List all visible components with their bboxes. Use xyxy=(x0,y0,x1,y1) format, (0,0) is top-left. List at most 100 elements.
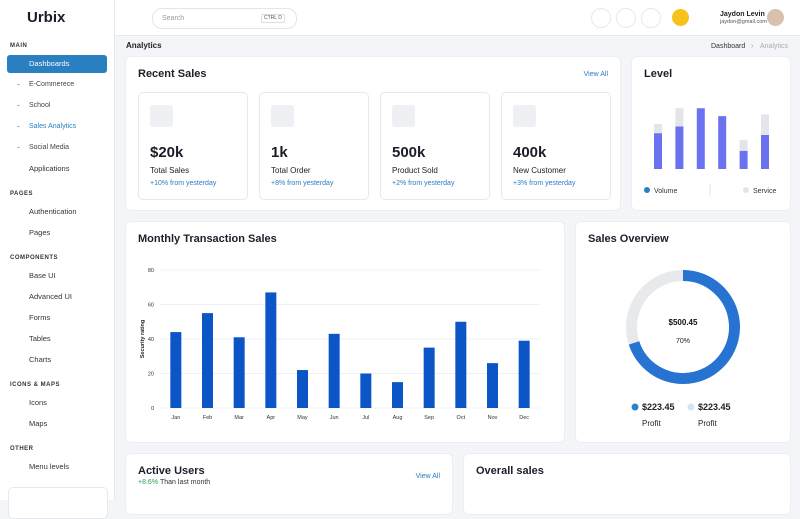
bar xyxy=(170,332,182,408)
legend-amount: $223.45 xyxy=(698,402,731,412)
active-users-card: Active Users +8.6% Than last month View … xyxy=(126,454,452,514)
icon-button[interactable] xyxy=(591,8,611,28)
card-title: Recent Sales xyxy=(138,68,207,80)
y-tick-label: 80 xyxy=(148,268,154,274)
legend-label[interactable]: Volume xyxy=(654,188,677,195)
y-axis-label: Security rating xyxy=(140,320,146,359)
stat-label: Total Sales xyxy=(150,166,190,175)
donut-total: $500.45 xyxy=(669,318,698,327)
bar-segment xyxy=(654,133,662,169)
nav-item[interactable]: Pages xyxy=(29,228,51,237)
overall-sales-card: Overall sales xyxy=(464,454,790,514)
x-tick-label: Jun xyxy=(330,415,339,421)
x-tick-label: Sep xyxy=(424,415,434,421)
change: +8.6% xyxy=(138,479,159,486)
bar xyxy=(265,292,277,408)
breadcrumb-separator: › xyxy=(751,43,754,50)
legend-label[interactable]: Service xyxy=(753,188,776,195)
nav-item[interactable]: Tables xyxy=(29,334,51,343)
stat-card: 1k Total Order +8% from yesterday xyxy=(259,92,369,200)
nav-item[interactable]: Dashboards xyxy=(29,59,70,68)
breadcrumb-item: Analytics xyxy=(760,43,789,50)
legend-label: Profit xyxy=(698,419,717,428)
y-tick-label: 20 xyxy=(148,372,154,378)
light-mode-button[interactable] xyxy=(672,9,689,26)
stat-label: New Customer xyxy=(513,166,566,175)
monthly-card: Monthly Transaction Sales 0 20 40 60 80 Secur… xyxy=(126,222,564,442)
nav-sub-item[interactable]: E-Commerece xyxy=(29,81,75,88)
breadcrumb-item[interactable]: Dashboard xyxy=(711,43,746,50)
sub-item-dot xyxy=(17,147,20,148)
bar-segment xyxy=(761,134,769,169)
avatar[interactable] xyxy=(767,9,784,26)
bar xyxy=(423,347,435,408)
monthly-chart: 0 20 40 60 80 Security rating Jan Feb Mar Apr May J… xyxy=(140,268,540,421)
top-bar: Search CTRL D Jaydon Levin jaydon@gmail.com xyxy=(115,0,800,36)
stat-change: +8% from yesterday xyxy=(271,180,334,187)
nav-item[interactable]: Icons xyxy=(29,398,47,407)
x-tick-label: May xyxy=(297,415,308,421)
nav-sub-item[interactable]: School xyxy=(29,102,51,109)
bar xyxy=(487,363,498,408)
nav-sub-item[interactable]: Sales Analytics xyxy=(29,123,77,130)
x-tick-label: Oct xyxy=(457,415,466,421)
stat-change: +3% from yesterday xyxy=(513,180,576,187)
bar xyxy=(392,382,403,408)
nav-item[interactable]: Applications xyxy=(29,164,70,173)
view-all-link[interactable]: View All xyxy=(583,71,608,78)
icon-button[interactable] xyxy=(641,8,661,28)
legend-label: Profit xyxy=(642,419,661,428)
legend-marker xyxy=(687,403,695,411)
stat-value: 1k xyxy=(271,144,288,161)
search-box[interactable]: Search CTRL D xyxy=(152,8,297,29)
donut-arc xyxy=(628,270,740,384)
x-tick-label: Aug xyxy=(393,415,403,421)
section-title: OTHER xyxy=(10,446,34,452)
search-placeholder: Search xyxy=(162,15,185,22)
user-name: Jaydon Levin xyxy=(720,11,765,18)
level-chart: Volume Service xyxy=(644,108,776,196)
card-title: Monthly Transaction Sales xyxy=(138,233,277,245)
y-tick-label: 40 xyxy=(148,337,154,343)
brand-name: Urbix xyxy=(27,9,66,26)
card-title: Sales Overview xyxy=(588,233,669,245)
sales-overview-card: Sales Overview $500.45 70% $223.45 Profit $2… xyxy=(576,222,790,442)
stat-card: 400k New Customer +3% from yesterday xyxy=(501,92,611,200)
nav-item[interactable]: Forms xyxy=(29,313,51,322)
bar-segment xyxy=(696,108,705,169)
x-tick-label: Jul xyxy=(362,415,369,421)
x-tick-label: Nov xyxy=(488,415,498,421)
nav-sub-item[interactable]: Social Media xyxy=(29,144,70,151)
stat-label: Total Order xyxy=(271,166,311,175)
stat-change: +2% from yesterday xyxy=(392,180,455,187)
bar-segment xyxy=(739,139,748,151)
stat-change: +10% from yesterday xyxy=(150,180,217,187)
legend-marker xyxy=(631,403,639,411)
x-tick-label: Mar xyxy=(234,415,244,421)
bar xyxy=(297,370,308,408)
sub-item-dot xyxy=(17,126,20,127)
legend-marker xyxy=(743,187,749,193)
bar xyxy=(518,340,530,408)
bar xyxy=(328,333,340,408)
user-email: jaydon@gmail.com xyxy=(720,19,767,25)
nav-item[interactable]: Charts xyxy=(29,355,52,364)
stat-value: $20k xyxy=(150,144,184,161)
stat-value: 400k xyxy=(513,144,547,161)
recent-sales-card: Recent Sales View All $20k Total Sales +10… xyxy=(126,57,620,210)
view-all-link[interactable]: View All xyxy=(415,473,440,480)
bar-segment xyxy=(675,108,684,127)
nav-item[interactable]: Authentication xyxy=(29,207,77,216)
stat-label: Product Sold xyxy=(392,166,438,175)
x-tick-label: Apr xyxy=(267,415,276,421)
section-title: ICONS & MAPS xyxy=(10,382,61,388)
nav-item[interactable]: Maps xyxy=(29,419,48,428)
nav-item[interactable]: Advanced UI xyxy=(29,292,72,301)
stat-card: 500k Product Sold +2% from yesterday xyxy=(380,92,490,200)
bar-segment xyxy=(675,126,684,169)
nav-item[interactable]: Base UI xyxy=(29,271,56,280)
icon-button[interactable] xyxy=(616,8,636,28)
y-tick-label: 60 xyxy=(148,303,154,309)
nav-item[interactable]: Menu levels xyxy=(29,462,70,471)
